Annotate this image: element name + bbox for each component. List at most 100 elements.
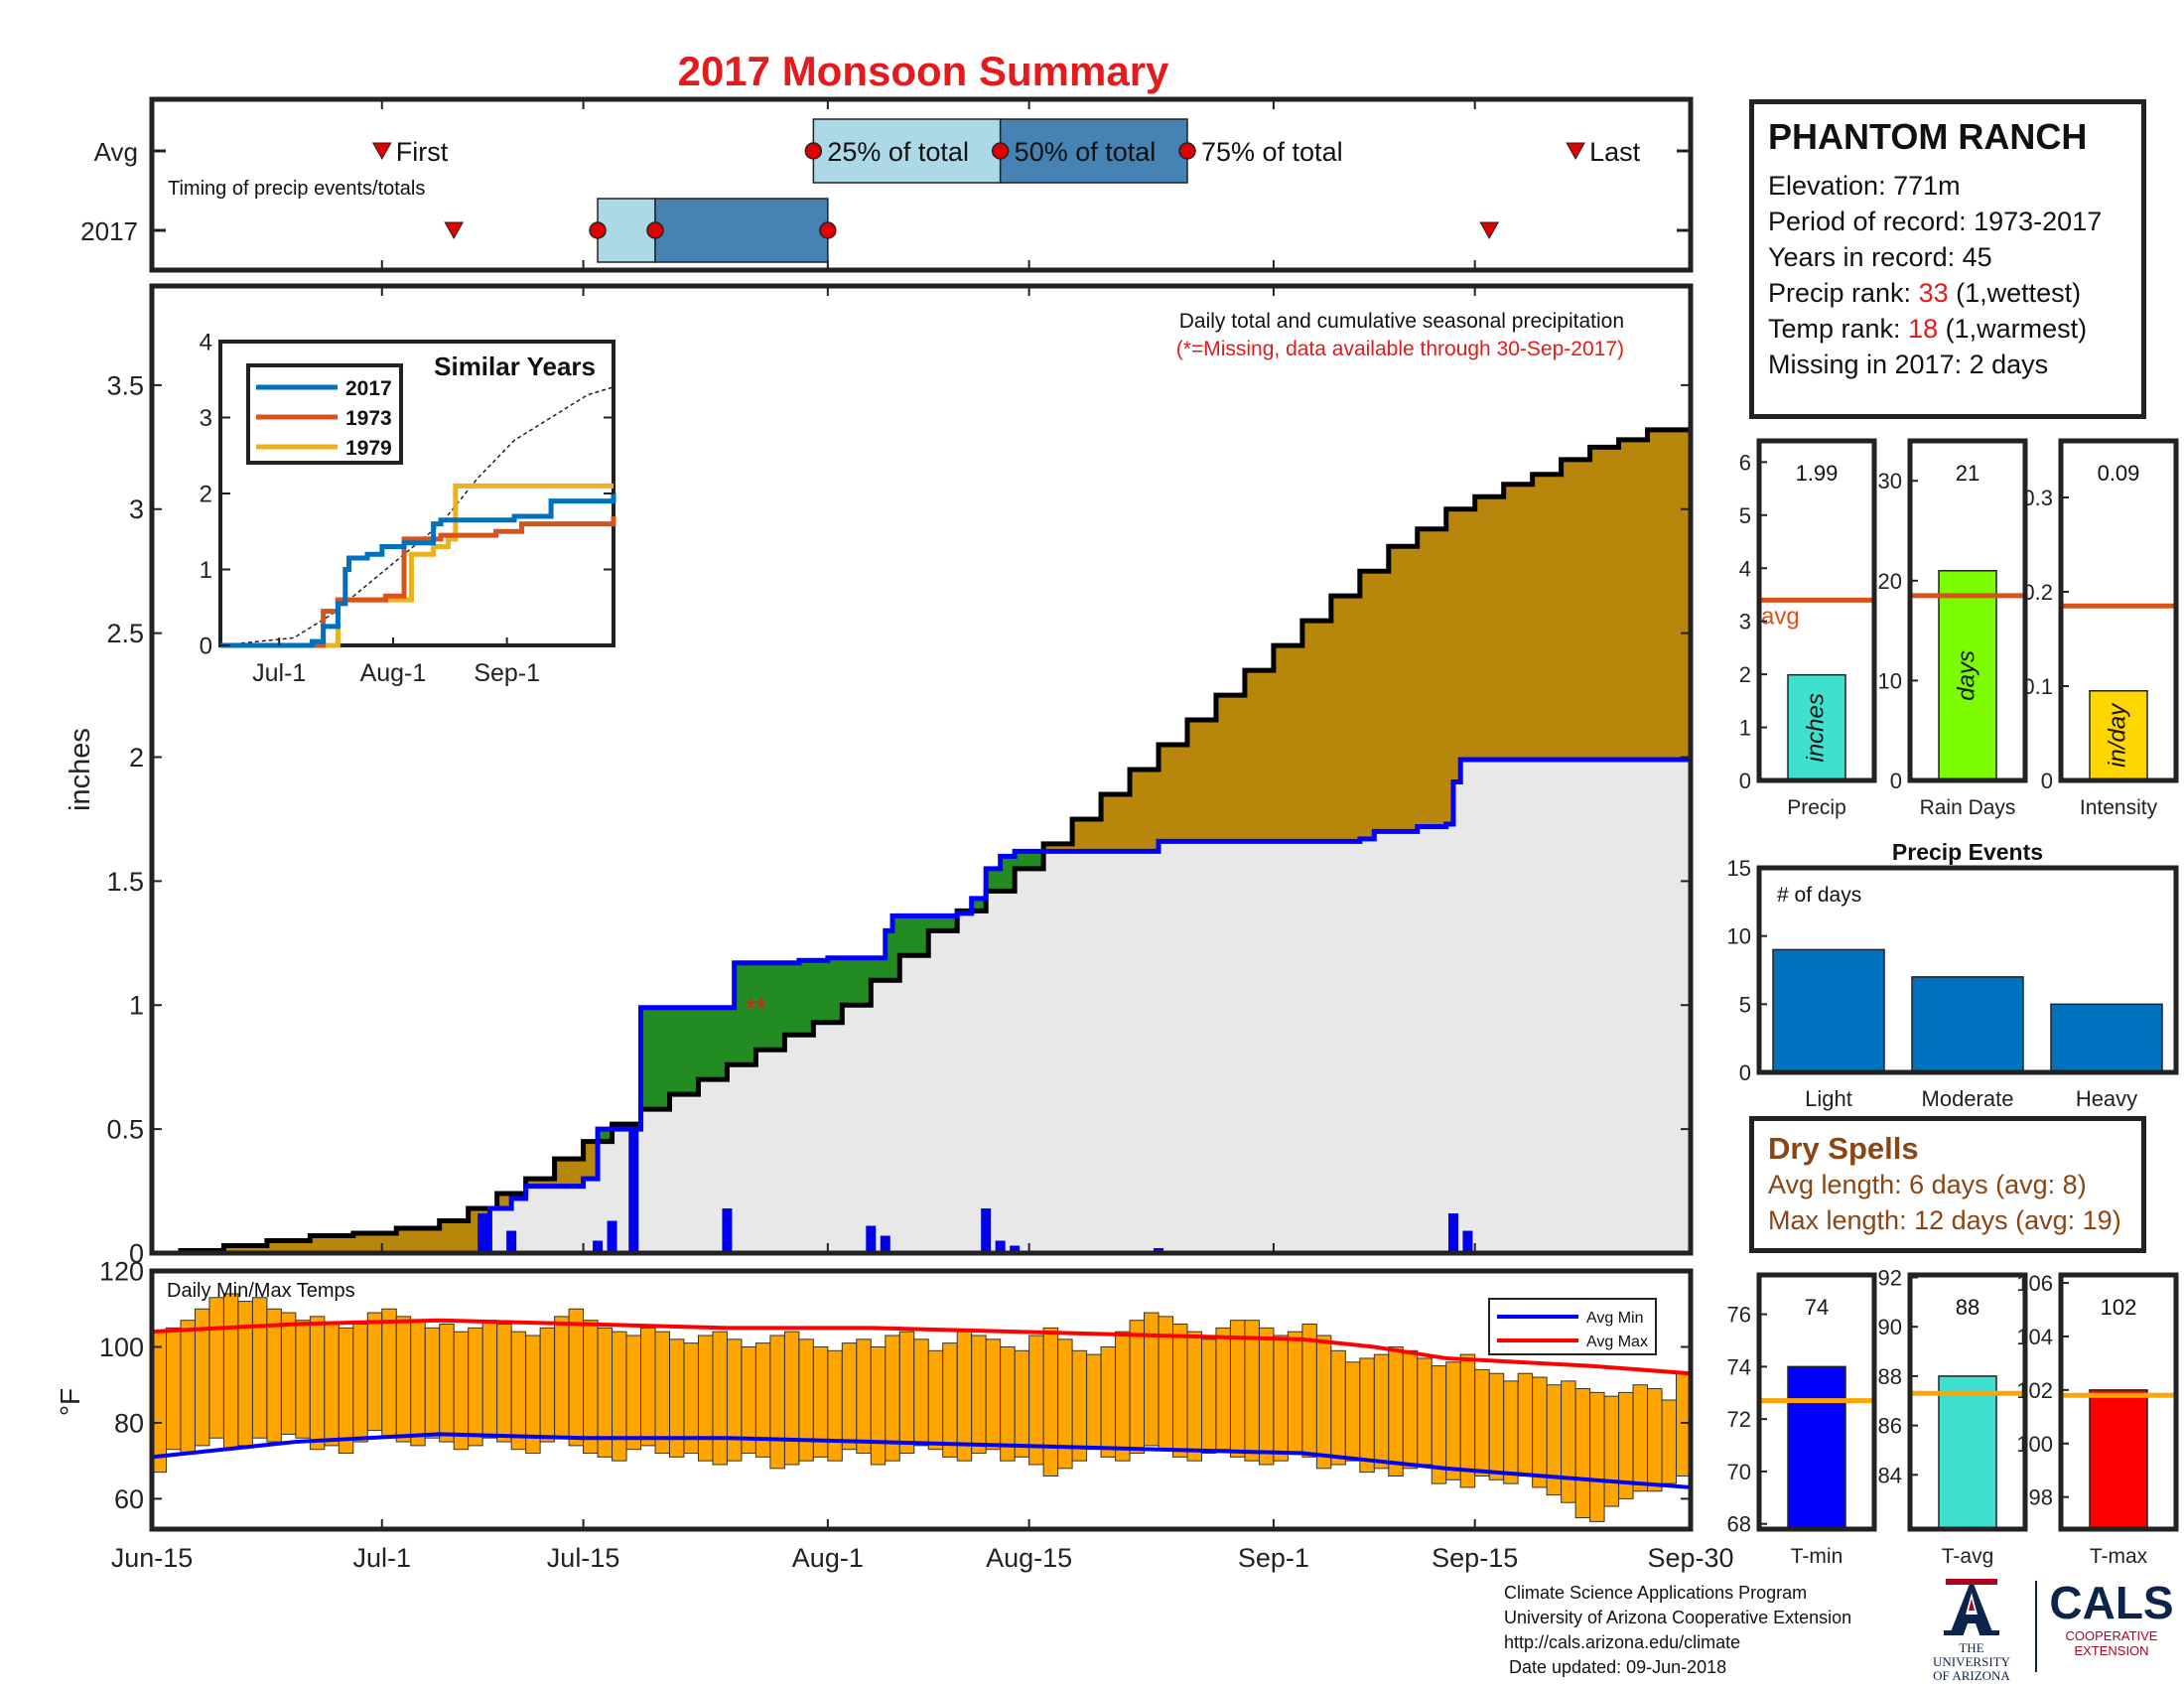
- temp-bar: [1589, 1391, 1605, 1522]
- temps-xtick-label: Sep-30: [1647, 1543, 1733, 1573]
- tmin-xlabel: T-min: [1791, 1545, 1843, 1568]
- temp-bar: [1129, 1320, 1146, 1455]
- logo-divider: [2035, 1581, 2037, 1672]
- tmin-bar: [1787, 1365, 1846, 1530]
- similar-years-y-tick-label: 0: [200, 633, 212, 659]
- intensity-unit-label: in/day: [2104, 702, 2130, 768]
- tavg-ytick-label: 90: [1878, 1315, 1902, 1339]
- daily-precip-bar: [1447, 1213, 1458, 1253]
- timing-box-50-75: [999, 118, 1188, 184]
- temps-xtick-label: Sep-1: [1238, 1543, 1309, 1573]
- tmin-ytick-label: 70: [1727, 1460, 1751, 1484]
- temp-bar: [410, 1320, 426, 1447]
- rain_days-ytick-label: 20: [1878, 569, 1902, 594]
- daily-precip-bar: [722, 1208, 733, 1253]
- tavg-ytick-label: 88: [1878, 1364, 1902, 1389]
- temp-bar: [798, 1338, 814, 1462]
- similar-years-line-2017: [220, 493, 616, 648]
- precip_total-unit-label: inches: [1802, 693, 1829, 762]
- rain_days-ytick-label: 0: [1890, 769, 1902, 793]
- cumulative-y-tick-label: 1.5: [106, 867, 144, 897]
- daily-precip-bar: [607, 1220, 617, 1253]
- daily-precip-bar: [1010, 1245, 1021, 1253]
- timing-box-25-50: [597, 198, 656, 263]
- tmax-ytick-label: 106: [2016, 1271, 2053, 1296]
- tavg-panel: 84 86 88 90 92 88 T-avg: [1878, 1265, 2028, 1568]
- daily-precip-bar: [478, 1213, 488, 1253]
- rain_days-ytick-label: 30: [1878, 469, 1902, 493]
- temp-bar: [295, 1320, 311, 1439]
- temp-bar: [1503, 1380, 1519, 1484]
- temp-bar: [338, 1327, 354, 1455]
- tavg-frame: [1907, 1272, 2028, 1532]
- precip-events-ytick-label: 0: [1739, 1060, 1751, 1085]
- temp-bar: [913, 1338, 929, 1447]
- timing-dot-p75: [1178, 142, 1196, 160]
- years-label: Years in record: 45: [1768, 242, 1992, 272]
- intensity-ytick-label: 0: [2041, 769, 2053, 793]
- temps-panel: 60 80 100 120 Jun-15 Jul-1 Jul-15 Aug-1 Aug-15 Se…: [55, 1256, 1734, 1573]
- temp-bar: [1014, 1349, 1030, 1458]
- tmax-frame: [2058, 1272, 2179, 1532]
- tavg-ytick-label: 92: [1878, 1265, 1902, 1290]
- footer-line: http://cals.arizona.edu/climate: [1504, 1632, 1741, 1652]
- daily-precip-bar: [628, 1129, 639, 1253]
- temp-bar: [654, 1331, 670, 1455]
- precip-rank-line: Precip rank: 33 (1,wettest): [1768, 278, 2082, 308]
- precip_total-frame: [1756, 438, 1877, 783]
- cumulative-2017-line: [152, 757, 1691, 1256]
- precip_total-ytick-label: 1: [1739, 716, 1751, 741]
- rain_days-value-label: 21: [1956, 461, 1979, 486]
- tmax-value-label: 102: [2101, 1295, 2137, 1320]
- cals-logo-sub: EXTENSION: [2074, 1643, 2149, 1658]
- tmax-ytick-label: 100: [2016, 1432, 2053, 1457]
- precip_total-bar: [1787, 673, 1846, 781]
- temp-bar: [1244, 1320, 1260, 1462]
- precip_total-ytick-label: 5: [1739, 503, 1751, 528]
- temp-bar: [568, 1308, 585, 1447]
- temp-bar: [1086, 1353, 1102, 1451]
- rain_days-frame: [1907, 438, 2028, 783]
- dry-spells-max: Max length: 12 days (avg: 19): [1768, 1205, 2121, 1235]
- similar-years-y-tick-label: 3: [200, 405, 212, 432]
- precip_total-panel: avg 0 1 2 3 4 5 6 1.99 inches Precip: [1739, 438, 1877, 819]
- temp-bar: [1071, 1349, 1088, 1462]
- missing-label: Missing in 2017: 2 days: [1768, 350, 2049, 379]
- timing-label-p75: 75% of total: [1201, 137, 1343, 167]
- temp-bar: [841, 1342, 858, 1451]
- temp-bar: [1042, 1327, 1059, 1477]
- precip_total-ytick-label: 2: [1739, 662, 1751, 687]
- intensity-panel: 0 0.1 0.2 0.3 0.09 in/day Intensity: [2022, 438, 2179, 819]
- station-name: PHANTOM RANCH: [1768, 116, 2088, 157]
- temp-bar: [1172, 1324, 1188, 1458]
- tmax-ytick-label: 98: [2029, 1485, 2053, 1510]
- similar-years-xtick-label: Jul-1: [252, 659, 306, 687]
- temp-bar: [554, 1316, 570, 1439]
- cals-logo-sub: COOPERATIVE: [2065, 1628, 2158, 1643]
- precip_total-xlabel: Precip: [1787, 796, 1846, 819]
- area-above-avg: [598, 851, 1044, 1142]
- temp-bar: [266, 1308, 282, 1443]
- temps-label: Daily Min/Max Temps: [167, 1280, 355, 1302]
- temps-xtick-label: Jul-15: [547, 1543, 620, 1573]
- temp-bar: [827, 1349, 843, 1462]
- footer-line: Climate Science Applications Program: [1504, 1583, 1808, 1603]
- temp-bar: [1488, 1372, 1505, 1480]
- precip-events-ytick-label: 10: [1727, 924, 1751, 949]
- temp-bar: [870, 1345, 887, 1466]
- temp-bar: [1229, 1320, 1246, 1458]
- footer-line: Date updated: 09-Jun-2018: [1504, 1657, 1727, 1677]
- precip-events-panel: Light Moderate Heavy 0 5 10 15 Precip Events # o…: [1727, 839, 2179, 1111]
- temps-xtick-label: Aug-1: [792, 1543, 864, 1573]
- daily-precip-bar: [880, 1235, 890, 1253]
- temps-legend-label: Avg Min: [1586, 1310, 1644, 1327]
- temp-bar: [625, 1335, 642, 1451]
- timing-box-50-75: [654, 198, 829, 263]
- precip-events-category: Light: [1805, 1086, 1852, 1111]
- temp-bar: [309, 1316, 326, 1451]
- intensity-ytick-label: 0.3: [2022, 486, 2053, 510]
- tmin-ytick-label: 72: [1727, 1407, 1751, 1432]
- intensity-frame: [2058, 438, 2179, 783]
- temp-bar: [726, 1338, 743, 1462]
